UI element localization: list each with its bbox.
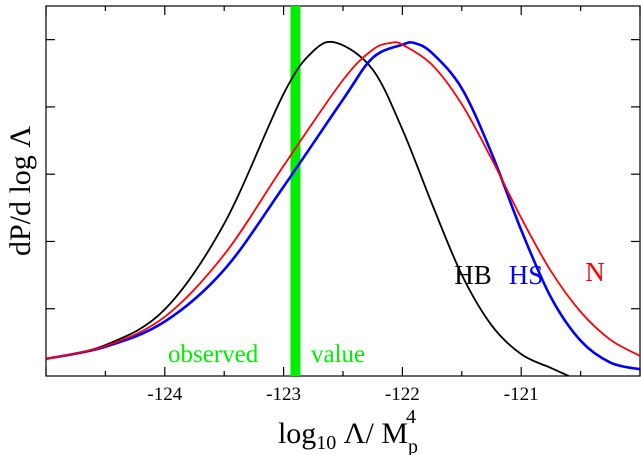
series-lines [46, 40, 640, 376]
series-line-n [46, 41, 640, 360]
series-label-n: N [585, 257, 605, 287]
y-axis-label: dP/d log Λ [4, 126, 37, 256]
x-axis-label-sub: 10 [316, 432, 336, 454]
x-axis-label-mid: Λ/ M [336, 417, 408, 450]
series-label-hs: HS [509, 260, 544, 290]
x-axis-label: log10 Λ/ Mp 4 [278, 406, 418, 455]
x-axis-label-main: log [278, 417, 316, 450]
x-tick-label: -123 [266, 384, 301, 405]
series-label-hb: HB [454, 260, 492, 290]
x-axis-label-sub2: p [408, 436, 418, 455]
x-tick-label: -121 [504, 384, 539, 405]
observed-value-band [290, 6, 301, 376]
observed-label: observed [168, 341, 259, 368]
plot-frame [45, 5, 641, 377]
series-line-hb [46, 40, 570, 376]
ticks [45, 6, 641, 376]
value-label: value [311, 341, 365, 368]
series-line-hs [46, 40, 640, 371]
x-tick-label: -124 [147, 384, 182, 405]
x-tick-label: -122 [385, 384, 420, 405]
x-axis-label-sup: 4 [406, 406, 416, 428]
tick-labels: -124 -123 -122 -121 [147, 384, 538, 405]
